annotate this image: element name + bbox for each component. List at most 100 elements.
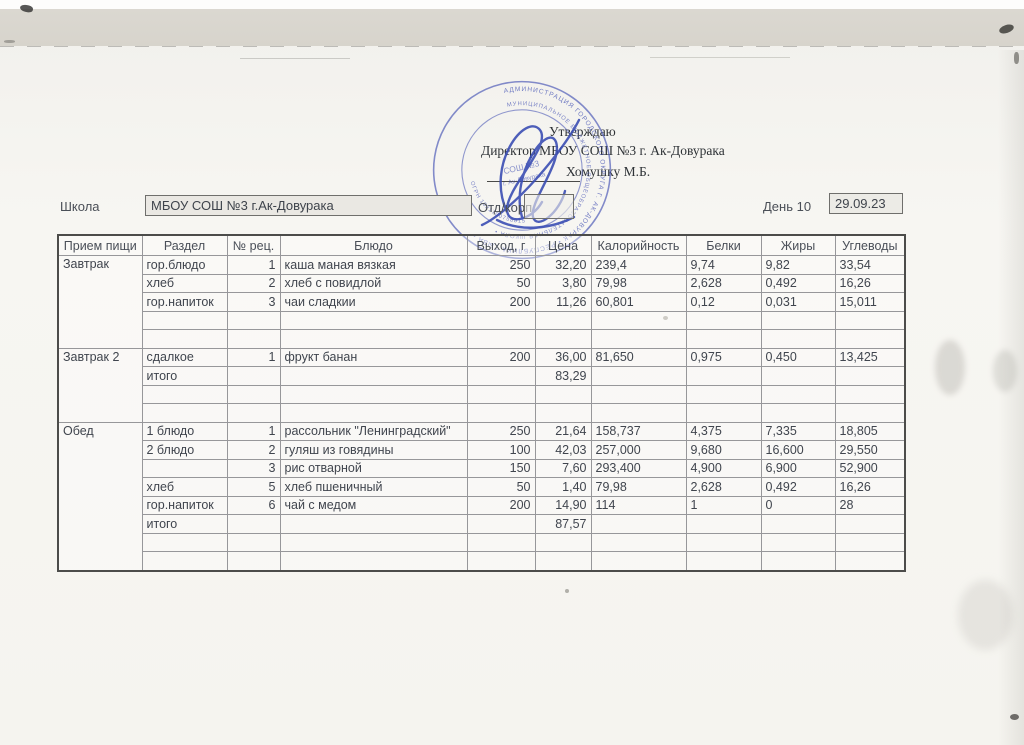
meal-cell: Обед [57, 421, 143, 571]
table-cell [834, 310, 906, 330]
table-cell: 3 [226, 458, 281, 478]
table-cell [466, 366, 536, 386]
table-cell: 0,492 [760, 273, 836, 293]
column-header: № рец. [226, 234, 281, 256]
scan-mark [240, 58, 350, 59]
table-cell: чаи сладкии [279, 292, 468, 312]
table-cell [279, 310, 468, 330]
table-cell [590, 532, 687, 552]
table-cell: 0,031 [760, 292, 836, 312]
table-cell: 9,82 [760, 255, 836, 275]
table-cell: 6,900 [760, 458, 836, 478]
table-cell [834, 384, 906, 404]
menu-table-body: Завтрак гор.блюдо 1 каша маная вязкая 250 32,… [57, 255, 906, 571]
table-cell: 293,400 [590, 458, 687, 478]
school-value-box: МБОУ СОШ №3 г.Ак-Довурака [145, 195, 472, 216]
scan-mark [4, 40, 15, 43]
table-row [58, 329, 906, 349]
table-cell [590, 514, 687, 534]
table-cell: гуляш из говядины [279, 440, 468, 460]
table-cell: 1 [226, 421, 281, 441]
table-cell [466, 403, 536, 423]
table-cell [685, 310, 762, 330]
table-cell [590, 329, 687, 349]
table-cell [466, 514, 536, 534]
table-cell: 1,40 [534, 477, 592, 497]
table-cell [226, 329, 281, 349]
table-cell [685, 366, 762, 386]
table-cell [834, 532, 906, 552]
table-cell: 4,375 [685, 421, 762, 441]
table-cell: 42,03 [534, 440, 592, 460]
table-cell: 100 [466, 440, 536, 460]
column-header: Белки [685, 234, 762, 256]
table-cell [760, 551, 836, 571]
dept-label: Отд/корп [478, 200, 533, 215]
table-row [58, 310, 906, 330]
table-cell: 2,628 [685, 273, 762, 293]
table-cell: 1 [226, 347, 281, 367]
table-cell: итого [141, 514, 228, 534]
column-header: Раздел [141, 234, 228, 256]
table-cell: 15,011 [834, 292, 906, 312]
table-row: Завтрак гор.блюдо 1 каша маная вязкая 250 32,… [57, 255, 906, 349]
table-cell: 6 [226, 495, 281, 515]
table-cell: 7,335 [760, 421, 836, 441]
table-cell [534, 384, 592, 404]
scan-mark [1014, 52, 1019, 64]
table-cell: хлеб с повидлой [279, 273, 468, 293]
scan-mark [1010, 714, 1019, 720]
table-cell: 81,650 [590, 347, 687, 367]
table-cell [590, 310, 687, 330]
approval-director-line: Директор МБОУ СОШ №3 г. Ак-Довурака [481, 143, 725, 158]
table-cell: 2,628 [685, 477, 762, 497]
table-cell: чай с медом [279, 495, 468, 515]
table-cell [141, 551, 228, 571]
school-label: Школа [60, 199, 100, 214]
table-cell [466, 532, 536, 552]
table-cell: 16,26 [834, 273, 906, 293]
table-row [58, 551, 906, 571]
table-cell [466, 551, 536, 571]
table-cell: 114 [590, 495, 687, 515]
table-cell [226, 310, 281, 330]
scan-right-shadow [998, 50, 1024, 745]
table-cell: 50 [466, 273, 536, 293]
table-cell: 7,60 [534, 458, 592, 478]
column-header: Углеводы [834, 234, 906, 256]
table-cell: 18,805 [834, 421, 906, 441]
scan-edge-band [0, 9, 1024, 46]
table-cell [685, 514, 762, 534]
scan-smudge [958, 580, 1013, 650]
table-cell: фрукт банан [279, 347, 468, 367]
table-cell [534, 403, 592, 423]
table-cell [590, 403, 687, 423]
table-cell [226, 403, 281, 423]
meal-cell: Завтрак 2 [57, 347, 143, 423]
table-cell: 87,57 [534, 514, 592, 534]
table-cell: 250 [466, 255, 536, 275]
table-cell [226, 384, 281, 404]
table-cell: 200 [466, 292, 536, 312]
table-cell: 239,4 [590, 255, 687, 275]
table-cell: 52,900 [834, 458, 906, 478]
table-row [58, 532, 906, 552]
table-cell: 11,26 [534, 292, 592, 312]
table-cell [760, 514, 836, 534]
table-cell [760, 366, 836, 386]
table-cell [685, 384, 762, 404]
scan-smudge [993, 350, 1017, 392]
column-header: Жиры [760, 234, 836, 256]
table-cell [279, 551, 468, 571]
table-cell [466, 384, 536, 404]
table-cell: гор.напиток [141, 495, 228, 515]
table-cell [534, 310, 592, 330]
table-cell: гор.блюдо [141, 255, 228, 275]
table-cell [760, 310, 836, 330]
table-cell: 16,26 [834, 477, 906, 497]
table-cell [534, 551, 592, 571]
table-cell [141, 458, 228, 478]
table-cell: 1 блюдо [141, 421, 228, 441]
table-cell: 36,00 [534, 347, 592, 367]
column-header: Калорийность [590, 234, 687, 256]
